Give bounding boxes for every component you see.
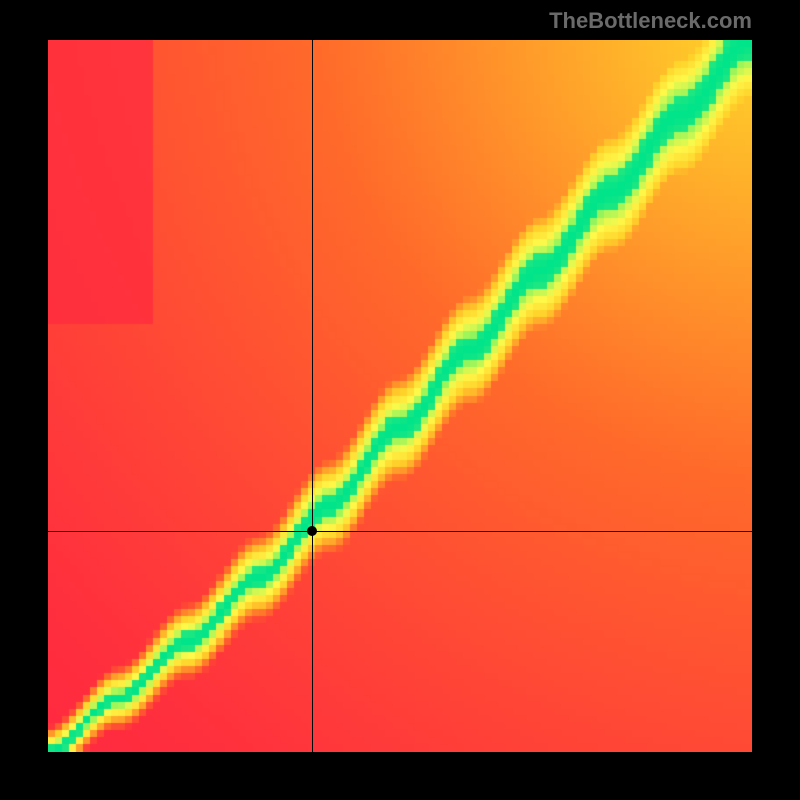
marker-dot [307,526,317,536]
crosshair-vertical [312,40,313,752]
heatmap-canvas [48,40,752,752]
crosshair-horizontal [48,531,752,532]
bottleneck-heatmap [48,40,752,752]
watermark-text: TheBottleneck.com [549,8,752,34]
